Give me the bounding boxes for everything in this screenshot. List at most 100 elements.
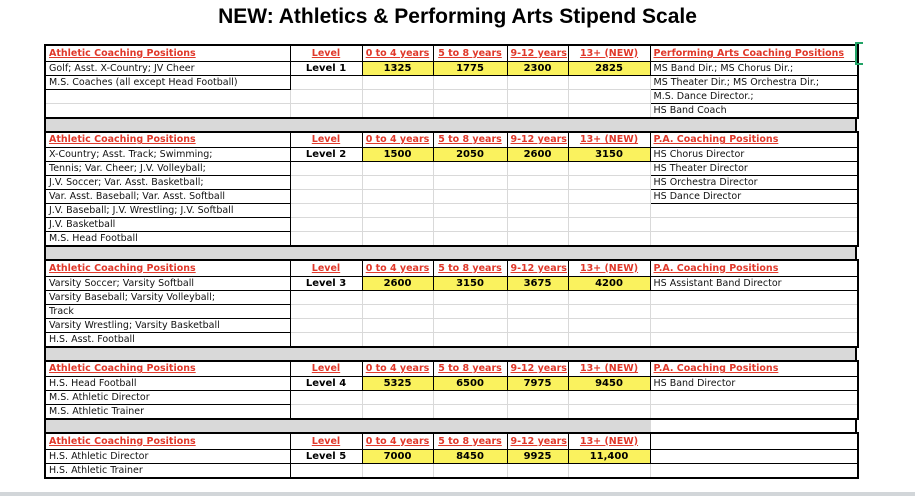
cell-pa: HS Band Coach — [649, 102, 859, 118]
cell-athletic: J.V. Basketball — [44, 217, 291, 232]
header-years-9-12: 9-12 years — [506, 259, 569, 277]
table-row: M.S. Athletic Director — [44, 390, 859, 405]
cell-level: Level 2 — [289, 147, 363, 162]
cell-empty — [289, 331, 363, 347]
section-divider-partial — [44, 420, 857, 432]
cell-stipend: 1500 — [361, 147, 434, 162]
cell-empty — [567, 88, 651, 104]
page-title: NEW: Athletics & Performing Arts Stipend… — [218, 5, 697, 28]
cell-empty — [289, 88, 363, 104]
cell-empty — [506, 303, 569, 319]
cell-empty — [649, 203, 859, 218]
cell-empty — [361, 303, 434, 319]
cell-empty — [432, 404, 508, 420]
header-athletic-positions: Athletic Coaching Positions — [44, 259, 291, 277]
table-row: Varsity Baseball; Varsity Volleyball; — [44, 289, 859, 305]
stipend-table-level-4: Athletic Coaching Positions Level 0 to 4… — [44, 359, 859, 420]
cell-empty — [361, 331, 434, 347]
cell-empty — [361, 462, 434, 478]
cell-athletic: Varsity Soccer; Varsity Softball — [44, 275, 291, 291]
cell-athletic: Tennis; Var. Cheer; J.V. Volleyball; — [44, 161, 291, 176]
cell-pa: HS Chorus Director — [649, 147, 859, 162]
cell-pa: HS Orchestra Director — [649, 175, 859, 190]
header-athletic-positions: Athletic Coaching Positions — [44, 44, 291, 62]
cell-pa: HS Dance Director — [649, 189, 859, 204]
cell-empty — [289, 203, 363, 218]
cell-empty — [506, 102, 569, 118]
cell-empty — [567, 317, 651, 333]
table-row: H.S. Asst. Football — [44, 331, 859, 347]
cell-empty — [432, 331, 508, 347]
table-row: Golf; Asst. X-Country; JV Cheer Level 1 … — [44, 60, 859, 76]
table-row: X-Country; Asst. Track; Swimming; Level … — [44, 147, 859, 162]
cell-athletic: H.S. Athletic Trainer — [44, 462, 291, 478]
cell-empty — [506, 331, 569, 347]
cell-stipend: 8450 — [432, 448, 508, 464]
cell-empty — [289, 161, 363, 176]
cell-empty — [289, 289, 363, 305]
cell-empty — [506, 390, 569, 405]
cell-empty — [506, 88, 569, 104]
cell-empty — [432, 189, 508, 204]
cell-athletic: M.S. Athletic Trainer — [44, 404, 291, 420]
cell-stipend: 7975 — [506, 376, 569, 391]
cell-empty — [432, 88, 508, 104]
cell-empty — [432, 161, 508, 176]
cell-athletic: H.S. Asst. Football — [44, 331, 291, 347]
cell-athletic: J.V. Baseball; J.V. Wrestling; J.V. Soft… — [44, 203, 291, 218]
header-years-5-8: 5 to 8 years — [432, 131, 508, 148]
cell-empty — [649, 289, 859, 305]
cell-empty — [361, 74, 434, 90]
cell-empty — [432, 317, 508, 333]
cell-empty — [649, 432, 859, 450]
header-level: Level — [289, 360, 363, 377]
table-row: M.S. Dance Director.; — [44, 88, 859, 104]
cell-empty — [567, 231, 651, 247]
cell-empty — [506, 231, 569, 247]
cell-empty — [649, 331, 859, 347]
cell-empty — [44, 88, 291, 104]
header-years-5-8: 5 to 8 years — [432, 259, 508, 277]
cell-athletic: J.V. Soccer; Var. Asst. Basketball; — [44, 175, 291, 190]
cell-level: Level 1 — [289, 60, 363, 76]
cell-empty — [567, 289, 651, 305]
table-row: Tennis; Var. Cheer; J.V. Volleyball; HS … — [44, 161, 859, 176]
header-years-9-12: 9-12 years — [506, 131, 569, 148]
cell-stipend: 2825 — [567, 60, 651, 76]
cell-empty — [289, 231, 363, 247]
cell-empty — [649, 462, 859, 478]
table-row: J.V. Soccer; Var. Asst. Basketball; HS O… — [44, 175, 859, 190]
cell-stipend: 7000 — [361, 448, 434, 464]
cell-stipend: 11,400 — [567, 448, 651, 464]
header-athletic-positions: Athletic Coaching Positions — [44, 131, 291, 148]
cell-stipend: 2050 — [432, 147, 508, 162]
cell-empty — [506, 462, 569, 478]
excel-selection-bracket — [855, 42, 863, 65]
cell-empty — [361, 231, 434, 247]
cell-empty — [506, 175, 569, 190]
cell-empty — [649, 390, 859, 405]
cell-empty — [289, 404, 363, 420]
header-years-0-4: 0 to 4 years — [361, 360, 434, 377]
header-years-5-8: 5 to 8 years — [432, 360, 508, 377]
cell-empty — [567, 331, 651, 347]
table-row: H.S. Athletic Trainer — [44, 462, 859, 478]
cell-empty — [361, 161, 434, 176]
cell-athletic: Varsity Baseball; Varsity Volleyball; — [44, 289, 291, 305]
cell-empty — [361, 317, 434, 333]
stipend-table-level-2: Athletic Coaching Positions Level 0 to 4… — [44, 130, 859, 247]
cell-level: Level 5 — [289, 448, 363, 464]
cell-empty — [649, 217, 859, 232]
table-row: Var. Asst. Baseball; Var. Asst. Softball… — [44, 189, 859, 204]
cell-empty — [289, 462, 363, 478]
cell-empty — [506, 189, 569, 204]
cell-empty — [567, 404, 651, 420]
header-years-5-8: 5 to 8 years — [432, 44, 508, 62]
section-divider — [44, 247, 857, 259]
cell-pa: MS Theater Dir.; MS Orchestra Dir.; — [649, 74, 859, 90]
cell-pa: HS Assistant Band Director — [649, 275, 859, 291]
cell-athletic: Golf; Asst. X-Country; JV Cheer — [44, 60, 291, 76]
cell-empty — [432, 390, 508, 405]
cell-empty — [361, 390, 434, 405]
